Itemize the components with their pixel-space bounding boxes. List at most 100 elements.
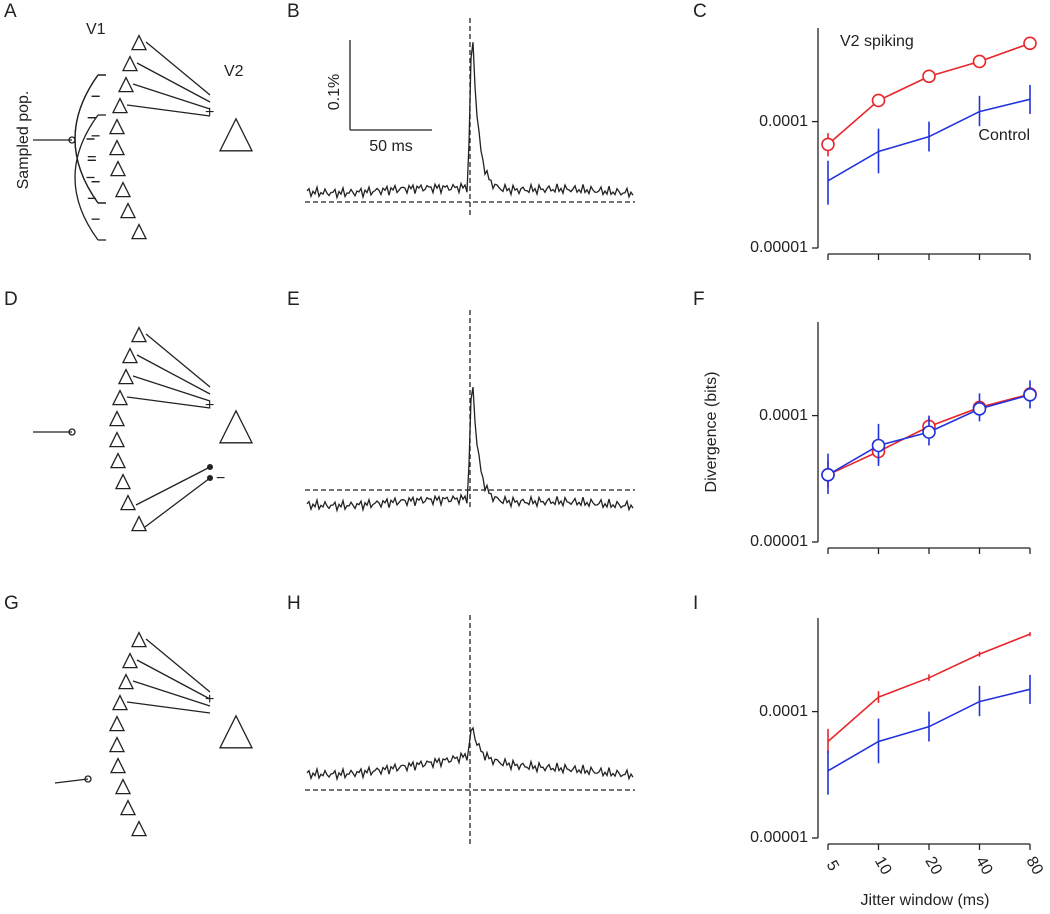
panel-label: G xyxy=(4,593,19,614)
point xyxy=(922,69,936,84)
connection xyxy=(145,638,211,693)
neuron xyxy=(121,652,139,669)
y-tick-label: 0.00001 xyxy=(750,533,808,550)
neuron xyxy=(108,431,126,448)
connection xyxy=(132,83,211,110)
panel-label: C xyxy=(693,1,707,22)
arrow xyxy=(54,778,89,784)
array xyxy=(74,74,99,204)
neuron xyxy=(119,202,137,219)
v1-label: V1 xyxy=(86,21,106,38)
neuron xyxy=(119,494,137,511)
scale-label: 0.1% xyxy=(326,74,343,110)
connection xyxy=(132,375,211,402)
point xyxy=(972,402,987,416)
neuron xyxy=(111,389,129,406)
panel-label: A xyxy=(4,1,17,22)
v2-label: V2 xyxy=(224,63,244,80)
neuron xyxy=(109,452,127,469)
neuron xyxy=(114,778,132,795)
neuron xyxy=(117,368,135,385)
trace xyxy=(306,386,634,513)
annotation: Control xyxy=(978,127,1030,144)
plus-sign: + xyxy=(205,397,214,414)
x-tick-label: 40 xyxy=(972,854,996,878)
synapse xyxy=(207,475,213,481)
point xyxy=(871,438,886,453)
neuron xyxy=(130,820,148,837)
minus-sign: − xyxy=(216,470,225,487)
connection xyxy=(145,333,211,388)
connection xyxy=(136,62,211,103)
plus-sign: + xyxy=(205,104,214,121)
connection xyxy=(136,354,211,395)
neuron xyxy=(111,97,129,114)
neuron xyxy=(130,34,148,51)
panel-label: I xyxy=(693,593,698,614)
neuron xyxy=(130,515,148,532)
scale-label: 50 ms xyxy=(369,138,413,155)
neuron xyxy=(109,160,127,177)
neuron xyxy=(130,223,148,240)
connection xyxy=(144,477,211,528)
neuron xyxy=(114,181,132,198)
y-tick-label: 0.0001 xyxy=(759,407,808,424)
connection xyxy=(132,680,211,707)
connection xyxy=(136,659,211,700)
trace xyxy=(306,42,634,200)
y-tick-label: 0.00001 xyxy=(750,239,808,256)
point xyxy=(1023,36,1037,51)
y-tick-label: 0.00001 xyxy=(750,829,808,846)
point xyxy=(821,137,835,152)
neuron xyxy=(130,631,148,648)
neuron xyxy=(121,347,139,364)
point xyxy=(871,93,886,108)
site xyxy=(68,428,76,436)
panel-label: F xyxy=(693,289,705,310)
neuron xyxy=(108,118,126,135)
neuron xyxy=(218,117,254,152)
connection xyxy=(145,41,211,96)
x-tick-label: 10 xyxy=(871,854,895,878)
neuron xyxy=(114,473,132,490)
point xyxy=(821,468,835,482)
neuron xyxy=(111,694,129,711)
x-tick-label: 80 xyxy=(1022,854,1046,878)
panel-label: B xyxy=(287,1,300,22)
neuron xyxy=(108,139,126,156)
diagrams xyxy=(33,18,635,845)
neuron xyxy=(108,410,126,427)
connection xyxy=(126,104,211,117)
trace xyxy=(306,726,634,782)
annotation: V2 spiking xyxy=(840,33,914,50)
y-tick-label: 0.0001 xyxy=(759,703,808,720)
site xyxy=(84,775,92,783)
x-tick-label: 20 xyxy=(921,854,945,878)
point xyxy=(922,425,936,439)
neuron xyxy=(218,714,254,749)
neuron xyxy=(109,757,127,774)
y-tick-label: 0.0001 xyxy=(759,113,808,130)
connection xyxy=(126,396,211,409)
neuron xyxy=(218,409,254,444)
neuron xyxy=(119,799,137,816)
neuron xyxy=(117,76,135,93)
panel-label: D xyxy=(4,289,18,310)
neuron xyxy=(130,326,148,343)
panel-label: E xyxy=(287,289,300,310)
synapse xyxy=(207,464,213,470)
x-axis-label: Jitter window (ms) xyxy=(861,892,990,909)
connection xyxy=(126,701,211,714)
panel-label: H xyxy=(287,593,301,614)
y-axis-label: Divergence (bits) xyxy=(703,372,720,493)
neuron xyxy=(117,673,135,690)
point xyxy=(1023,388,1037,402)
connection xyxy=(135,466,211,506)
neuron xyxy=(108,715,126,732)
x-tick-label: 5 xyxy=(823,858,842,874)
point xyxy=(972,54,987,69)
neuron xyxy=(121,55,139,72)
array xyxy=(74,114,99,241)
sampled-label: Sampled pop. xyxy=(15,91,32,190)
plus-sign: + xyxy=(205,691,214,708)
